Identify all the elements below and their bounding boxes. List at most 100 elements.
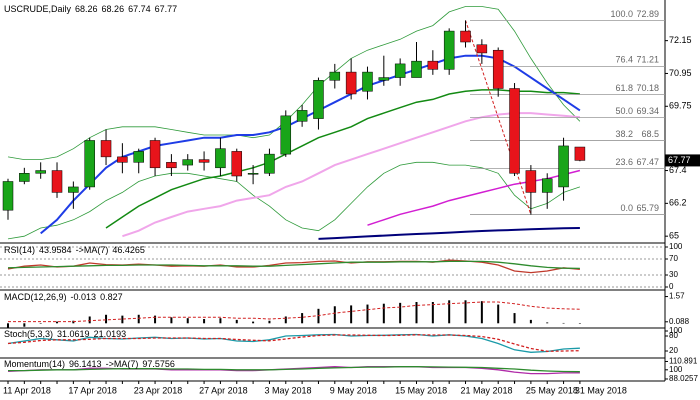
- histogram-bar: [480, 301, 483, 324]
- y-tick-label: 72.15: [669, 35, 692, 45]
- y-tick-label: 70: [669, 254, 678, 263]
- x-tick-label: 25 May 2018: [526, 385, 578, 395]
- histogram-bar: [23, 323, 26, 327]
- fib-ratio: 38.2: [615, 129, 633, 139]
- histogram-bar: [170, 317, 173, 324]
- x-tick-label: 9 May 2018: [330, 385, 377, 395]
- histogram-bar: [235, 319, 238, 324]
- histogram-bar: [137, 314, 140, 324]
- y-tick-label: 110.891: [669, 357, 698, 366]
- fib-ratio: 76.4: [615, 55, 633, 65]
- indicator-line: [8, 366, 580, 373]
- histogram-bar: [284, 316, 287, 324]
- y-tick-label: 0: [669, 282, 674, 291]
- indicator-line: [7, 6, 581, 160]
- candle-body: [215, 148, 226, 169]
- y-tick-label: 70.95: [669, 68, 692, 78]
- y-tick-label: 65: [669, 231, 679, 241]
- histogram-bar: [105, 314, 108, 324]
- candle-body: [378, 77, 390, 81]
- histogram-bar: [350, 305, 353, 324]
- candle-body: [509, 88, 520, 174]
- histogram-bar: [88, 316, 91, 324]
- histogram-bar: [497, 304, 500, 324]
- fib-ratio: 0.0: [620, 203, 633, 213]
- indicator-header: Momentum(14) 96.1413 ->MA(7) 97.5756: [4, 359, 175, 369]
- histogram-bar: [513, 313, 516, 324]
- fib-value: 69.34: [636, 106, 659, 116]
- histogram-bar: [186, 318, 189, 324]
- candle-body: [19, 173, 30, 182]
- histogram-bar: [578, 323, 581, 324]
- indicator-line: [318, 227, 580, 240]
- candle-body: [329, 71, 341, 81]
- header-part: 96.1413: [69, 359, 102, 369]
- candle-body: [100, 140, 112, 158]
- header-part: 43.9584: [39, 245, 72, 255]
- candle-body: [35, 170, 46, 174]
- candle-body: [525, 170, 537, 193]
- histogram-bar: [366, 304, 369, 324]
- histogram-bar: [7, 323, 9, 329]
- signal-line: [8, 301, 580, 323]
- header-part: 0.827: [100, 292, 123, 302]
- histogram-bar: [121, 315, 124, 324]
- fib-ratio: 61.8: [615, 83, 633, 93]
- candle-body: [264, 153, 275, 174]
- x-tick-label: 17 Apr 2018: [68, 385, 117, 395]
- candle-body: [84, 140, 95, 188]
- candle-body: [541, 178, 553, 193]
- histogram-bar: [399, 302, 402, 324]
- candle-body: [411, 60, 422, 78]
- y-tick-label: 100: [669, 326, 683, 335]
- candle-body: [313, 80, 324, 119]
- candle-body: [133, 151, 144, 163]
- indicator-line: [7, 334, 580, 352]
- fib-value: 71.21: [636, 55, 659, 65]
- fib-value: 68.5: [641, 129, 659, 139]
- x-tick-label: 21 May 2018: [461, 385, 513, 395]
- last-price-label: 67.77: [668, 155, 691, 165]
- indicator-header: RSI(14) 43.9584 ->MA(7) 46.4265: [4, 245, 145, 255]
- header-part: 68.26: [75, 4, 98, 14]
- candle-body: [149, 140, 161, 169]
- fib-value: 72.89: [636, 9, 659, 19]
- histogram-bar: [56, 321, 59, 324]
- header-part: USCRUDE,Daily: [4, 4, 72, 14]
- candle-body: [558, 145, 569, 188]
- candle-body: [247, 173, 259, 175]
- indicator-line: [105, 89, 580, 229]
- header-part: Momentum(14): [4, 359, 65, 369]
- fib-trendline: [465, 20, 532, 215]
- header-part: 68.26: [102, 4, 125, 14]
- candle-body: [460, 30, 471, 43]
- candle-body: [443, 30, 455, 70]
- x-tick-label: 23 Apr 2018: [134, 385, 183, 395]
- header-part: Stoch(5,3,3): [4, 329, 53, 339]
- candle-body: [117, 156, 128, 163]
- x-tick-label: 31 May 2018: [575, 385, 627, 395]
- header-part: 46.4265: [112, 245, 145, 255]
- candle-body: [296, 110, 308, 122]
- fib-ratio: 23.6: [615, 157, 633, 167]
- histogram-bar: [219, 318, 222, 324]
- histogram-bar: [268, 320, 271, 324]
- header-part: -0.013: [71, 292, 97, 302]
- candle-body: [427, 60, 439, 70]
- header-part: 97.5756: [142, 359, 175, 369]
- candle-body: [166, 162, 177, 169]
- histogram-bar: [464, 300, 467, 324]
- histogram-bar: [448, 300, 451, 324]
- y-tick-label: 0.088: [669, 317, 690, 326]
- y-tick-label: 66.2: [669, 198, 687, 208]
- candle-body: [198, 159, 210, 163]
- fib-value: 67.47: [636, 157, 659, 167]
- fib-value: 70.18: [636, 83, 659, 93]
- x-tick-label: 11 Apr 2018: [3, 385, 51, 395]
- candle-body: [68, 186, 79, 193]
- y-tick-label: 88.0257: [669, 374, 698, 383]
- fib-ratio: 50.0: [615, 106, 633, 116]
